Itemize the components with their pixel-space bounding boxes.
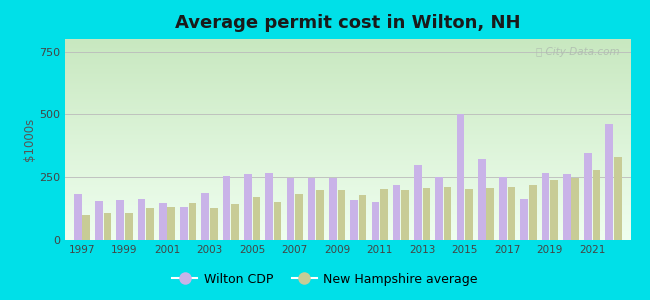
Bar <box>359 195 367 240</box>
Bar <box>380 189 387 240</box>
Bar <box>180 207 188 240</box>
Bar <box>308 178 315 240</box>
Bar <box>614 157 621 240</box>
Bar <box>465 189 473 240</box>
Bar <box>287 178 294 240</box>
Bar <box>401 190 409 240</box>
Bar <box>104 213 111 240</box>
Bar <box>486 188 494 240</box>
Bar <box>95 201 103 240</box>
Bar <box>83 215 90 240</box>
Bar <box>74 194 82 240</box>
Text: ⓘ City-Data.com: ⓘ City-Data.com <box>536 47 619 57</box>
Bar <box>210 208 218 240</box>
Bar <box>231 204 239 240</box>
Bar <box>605 124 613 240</box>
Bar <box>329 178 337 240</box>
Bar <box>521 199 528 240</box>
Bar <box>265 173 273 240</box>
Bar <box>252 197 260 240</box>
Bar <box>550 180 558 240</box>
Bar <box>478 159 486 240</box>
Bar <box>244 174 252 240</box>
Bar <box>584 153 592 240</box>
Y-axis label: $1000s: $1000s <box>23 118 36 161</box>
Bar <box>529 185 536 240</box>
Bar <box>274 202 281 240</box>
Bar <box>541 173 549 240</box>
Bar <box>422 188 430 240</box>
Bar <box>168 207 175 240</box>
Bar <box>499 177 507 240</box>
Bar <box>188 203 196 240</box>
Bar <box>202 193 209 240</box>
Bar <box>456 114 464 240</box>
Bar <box>571 178 579 240</box>
Legend: Wilton CDP, New Hampshire average: Wilton CDP, New Hampshire average <box>168 268 482 291</box>
Bar <box>414 165 422 240</box>
Bar <box>125 213 133 240</box>
Bar <box>350 200 358 240</box>
Bar <box>372 202 379 240</box>
Bar <box>563 174 571 240</box>
Bar <box>337 190 345 240</box>
Bar <box>436 177 443 240</box>
Bar <box>146 208 154 240</box>
Title: Average permit cost in Wilton, NH: Average permit cost in Wilton, NH <box>175 14 521 32</box>
Bar <box>223 176 230 240</box>
Bar <box>593 170 601 240</box>
Bar <box>317 190 324 240</box>
Bar <box>295 194 303 240</box>
Bar <box>444 187 452 240</box>
Bar <box>508 187 515 240</box>
Bar <box>159 203 166 240</box>
Bar <box>138 199 146 240</box>
Bar <box>393 185 400 240</box>
Bar <box>116 200 124 240</box>
